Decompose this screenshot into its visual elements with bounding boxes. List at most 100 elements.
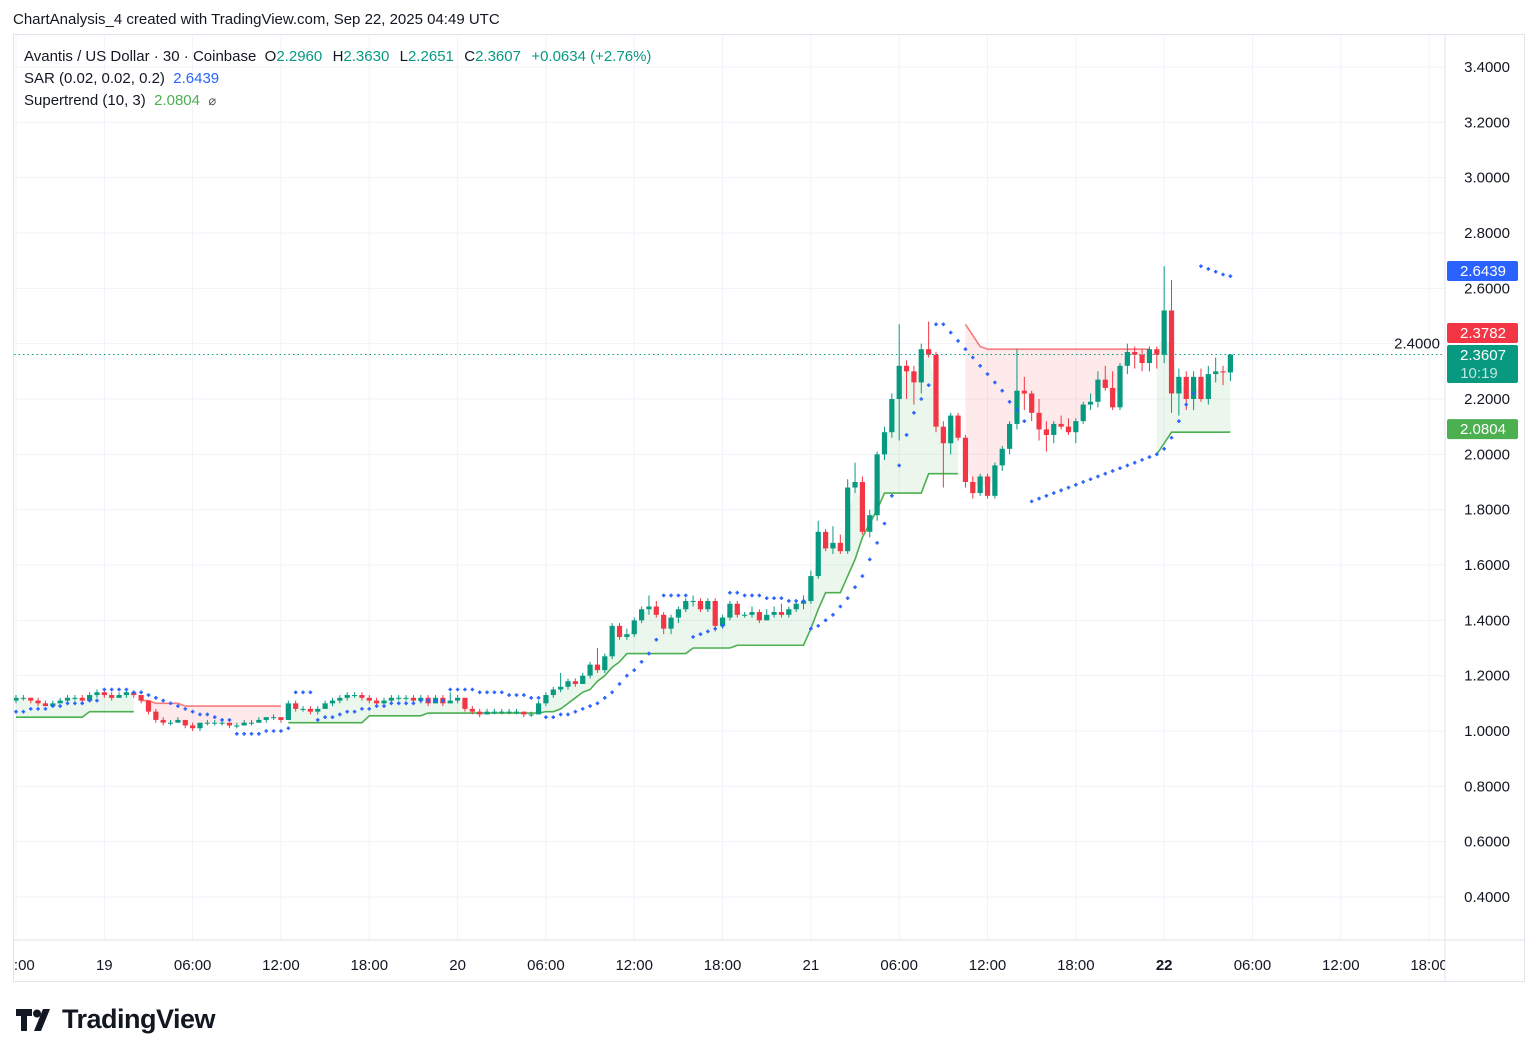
candle-up [248, 722, 255, 724]
candles [14, 266, 1233, 732]
eye-slash-icon[interactable]: ⌀ [208, 93, 217, 108]
sar-dot [80, 701, 85, 706]
sar-dot [1110, 469, 1115, 473]
sar-dot [279, 729, 283, 733]
candle-up [14, 697, 19, 701]
sar-dot [73, 701, 77, 706]
price-axis[interactable]: 0.4000 0.6000 0.8000 1.0000 1.2000 1.4000 1.60… [1394, 59, 1510, 906]
candle-up [815, 531, 821, 577]
sar-dot [595, 701, 600, 706]
candle-up [1176, 376, 1182, 394]
supertrend-down-line [964, 323, 1150, 351]
sar-dot [536, 696, 541, 700]
sar-dot [1007, 399, 1012, 404]
candle-up [727, 603, 733, 618]
sar-dot [1213, 269, 1218, 274]
sar-dot [934, 322, 938, 327]
x-tick-label: 18:00 [1057, 957, 1095, 974]
candle-up [646, 606, 652, 610]
logo-text: TradingView [62, 1004, 216, 1034]
sar-dot [1059, 488, 1063, 493]
supertrend-name: Supertrend (10, 3) [24, 92, 146, 109]
candle-up [271, 717, 277, 719]
sar-dot [948, 330, 953, 335]
chart-caption: ChartAnalysis_4 created with TradingView… [13, 11, 500, 28]
candle-up [123, 692, 129, 696]
supertrend-down-line [141, 699, 281, 707]
sar-dot [625, 673, 629, 678]
sar-dot [1074, 482, 1078, 487]
candle-down [278, 717, 284, 720]
sar-dot [706, 629, 710, 634]
sar-dot [853, 585, 857, 589]
sar-dot [772, 596, 776, 601]
open-value: 2.2960 [276, 48, 323, 65]
high-label: H [332, 48, 344, 65]
sar-dot [897, 463, 901, 468]
candle-up [300, 708, 306, 710]
candle-down [653, 606, 659, 615]
sar-dot [323, 715, 327, 719]
candle-up [764, 614, 770, 621]
sar-dot [823, 618, 828, 623]
x-tick-label: 06:00 [1234, 957, 1272, 974]
x-tick-label: 18:00 [0, 957, 35, 974]
sar-dot [1066, 485, 1071, 490]
sar-dot [580, 707, 585, 711]
sar-dot [345, 709, 349, 714]
candle-down [933, 354, 939, 427]
price-label-badge [1447, 323, 1518, 343]
y-tick-label: 2.8000 [1464, 225, 1510, 242]
sar-dot [720, 624, 725, 628]
candle-up [167, 722, 174, 724]
candle-up [285, 703, 291, 720]
sar-dot [485, 690, 489, 695]
candle-down [940, 426, 946, 444]
sar-dot [735, 590, 740, 595]
sar-dot [404, 701, 408, 706]
sar-dot [499, 690, 504, 695]
sar-dot [926, 383, 931, 387]
sar-dot [463, 687, 467, 692]
candle-down [410, 697, 417, 701]
sar-dot [315, 718, 320, 722]
sar-dot [1162, 447, 1166, 451]
sar-dot [566, 712, 570, 717]
price-label-text: 2.0804 [1460, 421, 1506, 438]
symbol-name[interactable]: Avantis / US Dollar · 30 · Coinbase [24, 48, 257, 65]
sar-dot [845, 596, 850, 601]
sar-dot [603, 696, 607, 700]
sar-dot [396, 701, 401, 706]
y-tick-label: 0.4000 [1464, 889, 1510, 906]
supertrend-down-fill [965, 324, 1150, 488]
sar-value: 2.6439 [173, 70, 220, 87]
supertrend-lines [16, 323, 1231, 724]
time-axis[interactable]: 18:00 19 06:00 12:00 18:00 20 06:00 12:00 18:00 2… [0, 957, 1448, 974]
sar-dot [352, 709, 357, 714]
chart-frame [13, 34, 1525, 982]
candle-up [388, 697, 394, 701]
candle-up [543, 695, 549, 704]
candle-up [1213, 371, 1219, 375]
candle-down [1110, 387, 1116, 408]
sar-row[interactable]: SAR (0.02, 0.02, 0.2) 2.6439 [24, 68, 651, 90]
sar-dot [1029, 499, 1034, 504]
candle-down [307, 708, 313, 712]
candle-up [668, 617, 674, 629]
candle-down [572, 681, 578, 684]
candle-down [962, 437, 969, 483]
chart-legend: Avantis / US Dollar · 30 · Coinbase O2.2… [24, 46, 651, 112]
sar-dot [882, 521, 887, 526]
sar-dot [573, 709, 578, 714]
candle-down [521, 711, 527, 715]
sar-dot [308, 690, 313, 695]
candle-up [57, 700, 63, 704]
change-value: +0.0634 (+2.76%) [531, 48, 652, 65]
candle-down [1058, 423, 1064, 427]
sar-dot [205, 712, 210, 717]
sar-dot [1169, 435, 1174, 440]
tradingview-logo[interactable]: TradingView [16, 1004, 216, 1035]
sar-dot [411, 701, 416, 706]
supertrend-row[interactable]: Supertrend (10, 3) 2.0804 ⌀ [24, 90, 651, 112]
